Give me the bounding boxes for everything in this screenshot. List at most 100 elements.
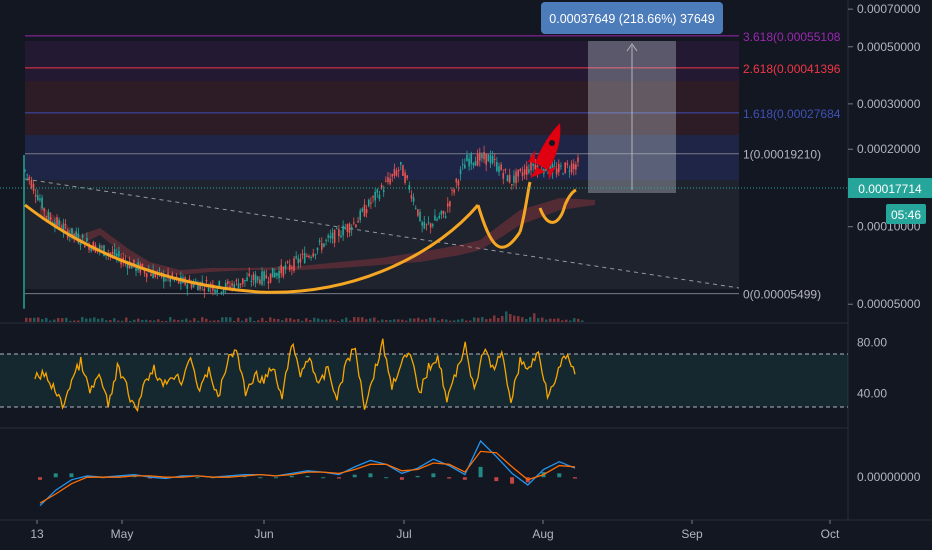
measure-tooltip-text: 0.00037649 (218.66%) 37649 <box>549 12 714 26</box>
ichimoku-cloud <box>40 198 595 275</box>
volume-bar <box>233 320 236 322</box>
volume-bar <box>549 318 552 322</box>
volume-bar <box>181 319 184 322</box>
candle-body <box>90 246 92 251</box>
candle-body <box>45 216 48 218</box>
volume-bar <box>501 316 504 322</box>
volume-bar <box>429 317 432 322</box>
candle-body <box>49 217 52 220</box>
candle-body <box>113 249 116 256</box>
candle-body <box>203 288 206 292</box>
macd-histogram-bar <box>494 477 499 482</box>
candle-body <box>466 154 468 162</box>
candle-body <box>293 258 295 271</box>
candle-body <box>286 261 289 263</box>
candle-body <box>387 177 389 182</box>
candle-body <box>417 209 419 216</box>
price-axis[interactable]: 0.00070000 0.00050000 0.00030000 0.00020000… <box>848 2 921 311</box>
candle-body <box>525 166 528 175</box>
candle-body <box>274 272 276 278</box>
candle-body <box>171 273 174 279</box>
volume-bar <box>545 319 548 322</box>
volume-bar <box>257 320 260 322</box>
rsi-tick-label: 40.00 <box>857 386 887 400</box>
fib-label-1: 2.618(0.00041396 <box>743 62 841 76</box>
volume-bar <box>125 317 128 322</box>
volume-bar <box>189 320 192 322</box>
candle-body <box>363 204 366 217</box>
candle-body <box>73 233 75 236</box>
measure-tool[interactable] <box>588 41 676 193</box>
volume-bar <box>313 317 316 322</box>
panel-separators <box>0 0 932 521</box>
trend-line[interactable] <box>24 178 740 289</box>
candle-body <box>32 183 35 191</box>
time-tick-label: Oct <box>821 527 840 541</box>
volume-bar <box>65 317 68 322</box>
candle-body <box>62 224 65 232</box>
candle-body <box>483 151 485 160</box>
volume-bar <box>69 320 72 322</box>
macd-histogram-bar <box>195 477 200 479</box>
volume-bar <box>133 319 136 322</box>
volume-bar <box>377 320 380 322</box>
candle-body <box>103 245 105 257</box>
volume-bar <box>85 318 88 322</box>
macd-histogram-bar <box>399 477 404 480</box>
candle-body <box>130 264 133 269</box>
candle-body <box>434 215 436 221</box>
macd-histogram-bar <box>447 477 452 479</box>
candle-body <box>282 267 285 277</box>
candle-body <box>278 270 280 279</box>
candle-body <box>355 224 357 227</box>
macd-histogram-bar <box>510 477 515 484</box>
cup-handle-pattern[interactable] <box>24 181 577 294</box>
candle-body <box>109 252 112 255</box>
volume-bar <box>565 319 568 322</box>
candle-body <box>534 164 537 170</box>
candle-body <box>348 223 351 233</box>
time-tick-label: Sep <box>681 527 703 541</box>
candle-body <box>77 233 80 243</box>
candle-body <box>468 158 470 167</box>
candle-body <box>560 165 562 167</box>
candle-body <box>335 228 338 230</box>
candle-body <box>188 278 191 282</box>
volume-bar <box>405 320 408 322</box>
macd-histogram-bar <box>384 477 389 479</box>
candle-body <box>175 276 178 278</box>
time-tick-label: Aug <box>532 527 553 541</box>
candle-body <box>449 201 451 207</box>
volume-bar <box>293 319 296 322</box>
volume-bar <box>33 317 36 322</box>
volume-bar <box>49 320 52 322</box>
candle-body <box>288 264 291 270</box>
candle-body <box>511 184 513 186</box>
macd-histogram-bar <box>321 477 326 479</box>
candle-body <box>464 164 466 169</box>
candle-body <box>276 272 278 276</box>
candle-body <box>408 185 411 190</box>
time-tick-label: 13 <box>30 527 44 541</box>
volume-bar <box>97 318 100 322</box>
candle-body <box>43 208 46 212</box>
candle-body <box>75 231 78 237</box>
macd-histogram-bar <box>53 473 58 478</box>
macd-histogram-bar <box>431 473 436 478</box>
candle-body <box>248 273 250 276</box>
volume-bar <box>93 317 96 322</box>
candle-body <box>246 277 248 281</box>
volume-bar <box>225 317 228 322</box>
candle-body <box>295 256 297 259</box>
time-axis[interactable]: 13 May Jun Jul Aug Sep Oct <box>30 520 840 541</box>
candle-body <box>265 275 268 279</box>
volume-bar <box>557 318 560 322</box>
volume-bar <box>433 317 436 322</box>
candle-body <box>252 274 255 281</box>
volume-bar <box>453 320 456 322</box>
candle-body <box>393 168 396 176</box>
volume-bar <box>245 318 248 322</box>
macd-histogram-bar <box>132 475 137 478</box>
macd-histogram-bar <box>336 477 341 479</box>
